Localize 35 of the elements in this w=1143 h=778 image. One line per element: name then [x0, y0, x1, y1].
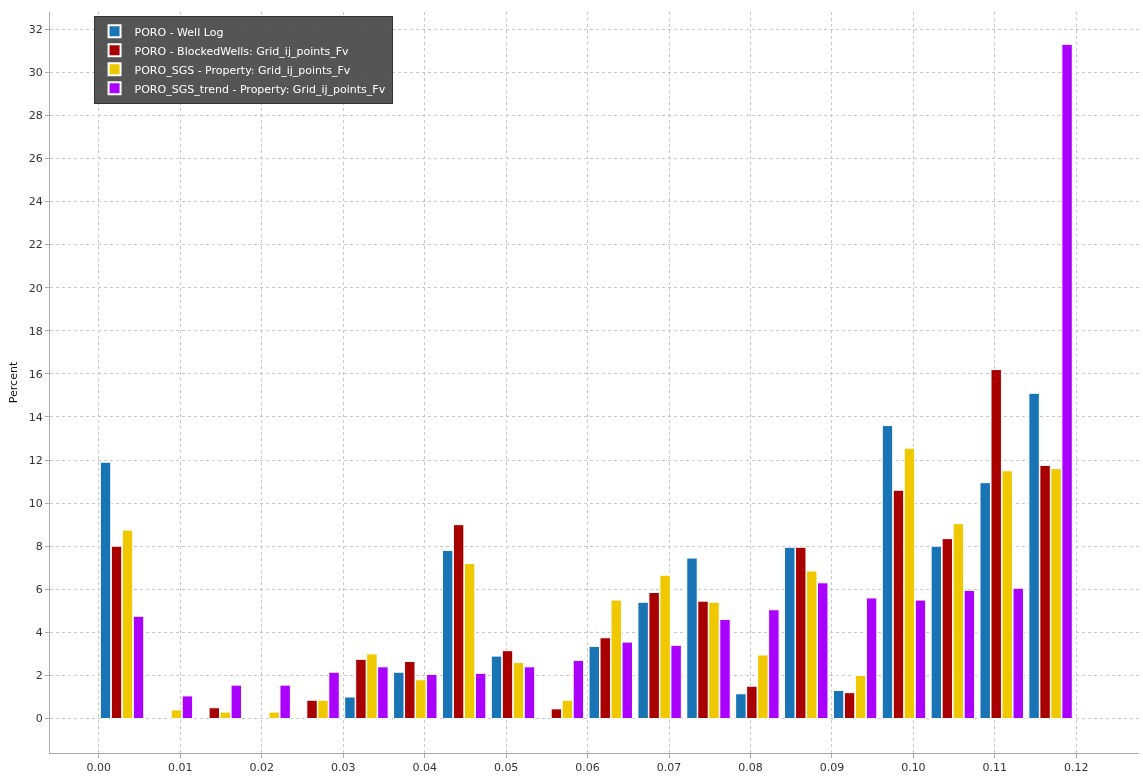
legend-label: PORO - BlockedWells: Grid_ij_points_Fv: [134, 44, 350, 58]
y-tick-label: 4: [35, 626, 43, 640]
y-tick-label: 26: [28, 152, 43, 166]
y-tick-label: 6: [35, 583, 43, 597]
y-axis-title: Percent: [7, 361, 21, 404]
y-tick-label: 8: [35, 540, 43, 554]
x-tick-label: 0.01: [168, 761, 193, 775]
y-tick-label: 12: [28, 453, 43, 467]
legend-label: PORO_SGS - Property: Grid_ij_points_Fv: [134, 63, 351, 77]
y-tick-label: 16: [28, 367, 43, 381]
y-tick-label: 10: [28, 496, 43, 510]
x-tick-label: 0.09: [819, 761, 845, 775]
legend-label: PORO_SGS_trend - Property: Grid_ij_points_Fv: [134, 82, 386, 96]
x-tick-label: 0.02: [249, 761, 275, 775]
y-tick-label: 18: [28, 324, 43, 338]
y-tick-label: 24: [28, 195, 43, 209]
x-tick-label: 0.12: [1064, 761, 1089, 775]
y-tick-label: 30: [28, 66, 43, 80]
x-tick-label: 0.04: [412, 761, 437, 775]
x-tick-label: 0.03: [330, 761, 356, 775]
y-tick-label: 20: [28, 281, 43, 295]
x-tick-label: 0.06: [575, 761, 600, 775]
x-tick-label: 0.07: [656, 761, 682, 775]
x-tick-label: 0.08: [738, 761, 763, 775]
y-tick-label: 22: [28, 238, 43, 252]
y-tick-label: 32: [28, 23, 43, 37]
x-tick-label: 0.11: [982, 761, 1008, 775]
legend-label: PORO - Well Log: [134, 25, 224, 39]
y-tick-label: 28: [28, 109, 43, 123]
x-tick-label: 0.00: [86, 761, 112, 775]
y-tick-label: 14: [28, 410, 43, 424]
x-tick-label: 0.05: [493, 761, 519, 775]
y-tick-label: 2: [35, 669, 43, 683]
y-tick-label: 0: [35, 712, 43, 726]
x-tick-label: 0.10: [901, 761, 926, 775]
